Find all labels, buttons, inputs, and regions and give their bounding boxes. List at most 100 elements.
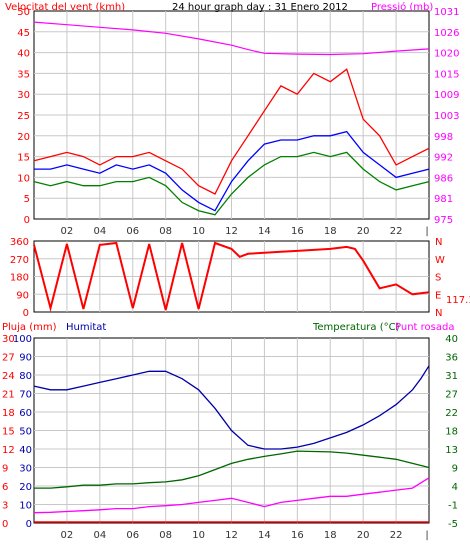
series-wind-max: [33, 68, 430, 195]
wind-tick-label: 0: [24, 215, 30, 226]
x-tick-label: 14: [258, 530, 271, 541]
compass-label: W: [435, 255, 445, 266]
pressure-tick-label: 1015: [434, 69, 459, 80]
x-tick-label: 08: [159, 530, 172, 541]
x-tick-label: 08: [159, 226, 172, 237]
wind-tick-label: 35: [17, 69, 30, 80]
rain-tick-label: 9: [2, 464, 8, 475]
rain-tick-label: 24: [2, 371, 15, 382]
humidity-tick-label: 50: [19, 427, 32, 438]
rain-tick-label: 21: [2, 390, 15, 401]
panel-wind-grid: [34, 11, 429, 219]
temperature-tick-label: 36: [445, 353, 458, 364]
temperature-tick-label: 27: [445, 390, 458, 401]
rain-tick-label: 12: [2, 445, 15, 456]
x-tick-label: 16: [291, 226, 304, 237]
series-wind-direction: [33, 241, 430, 313]
wind-tick-label: 15: [17, 153, 30, 164]
panel-direction-grid: [34, 241, 429, 312]
temperature-axis-label: Temperatura (°C): [312, 322, 400, 333]
rain-tick-label: 3: [2, 501, 8, 512]
x-tick-label: 22: [390, 226, 403, 237]
temperature-tick-label: -1: [448, 501, 458, 512]
direction-current-value: 117.1: [446, 295, 470, 306]
humidity-tick-label: 100: [13, 334, 32, 345]
panel-wind-left-ticks: 0 5 10 15 20 25 30 35 40 45 50: [17, 7, 30, 226]
pressure-tick-label: 998: [434, 132, 453, 143]
series-temperature: [34, 450, 430, 489]
humidity-tick-label: 30: [19, 464, 32, 475]
wind-tick-label: 50: [17, 7, 30, 18]
temperature-axis-ticks: -5 -1 4 9 13 18 22 27 31 36 40: [445, 334, 458, 530]
pressure-tick-label: 1020: [434, 49, 459, 60]
series-dewpoint: [33, 477, 430, 514]
compass-label: N: [435, 308, 442, 319]
x-tick-label: 16: [291, 530, 304, 541]
humidity-tick-label: 70: [19, 390, 32, 401]
rain-axis-ticks: 0 3 6 9 12 15 18 21 24 27 30: [2, 334, 15, 530]
series-wind-low: [33, 151, 430, 216]
x-tick-label: 04: [93, 530, 106, 541]
temperature-tick-label: 18: [445, 427, 458, 438]
panel-direction-series: [33, 241, 430, 313]
pressure-tick-label: 975: [434, 215, 453, 226]
direction-tick-label: 0: [23, 308, 29, 319]
x-tick-label: 18: [324, 530, 337, 541]
direction-tick-label: 180: [10, 273, 29, 284]
pressure-tick-label: 1009: [434, 90, 459, 101]
temperature-tick-label: 13: [445, 445, 458, 456]
temperature-tick-label: 4: [452, 482, 458, 493]
humidity-tick-label: 10: [19, 501, 32, 512]
x-tick-label: 04: [93, 226, 106, 237]
direction-tick-label: 90: [16, 290, 29, 301]
panel-wind-x-ticks: 02 04 06 08 10 12 14 16 18 20 22 |: [61, 226, 429, 237]
rain-tick-label: 0: [2, 519, 8, 530]
series-pressure: [33, 21, 430, 56]
humidity-tick-label: 40: [19, 445, 32, 456]
x-tick-label: 20: [357, 530, 370, 541]
panel-wind-series: [33, 21, 430, 216]
humidity-axis-label: Humitat: [66, 322, 106, 333]
temperature-tick-label: 22: [445, 408, 458, 419]
panel-wind-right-ticks: 975 981 986 992 998 1003 1009 1015 1020 1026 1031: [434, 7, 459, 226]
rain-tick-label: 6: [2, 482, 8, 493]
pressure-tick-label: 981: [434, 194, 453, 205]
x-tick-label: 06: [126, 530, 139, 541]
x-tick-label: 06: [126, 226, 139, 237]
humidity-tick-label: 0: [26, 519, 32, 530]
series-wind-avg: [34, 130, 430, 212]
rain-tick-label: 18: [2, 408, 15, 419]
compass-label: E: [435, 290, 441, 301]
x-tick-label: 18: [324, 226, 337, 237]
x-tick-label: 20: [357, 226, 370, 237]
x-tick-label: |: [425, 226, 428, 237]
humidity-tick-label: 80: [19, 371, 32, 382]
rain-tick-label: 27: [2, 353, 15, 364]
rain-tick-label: 30: [2, 334, 15, 345]
temperature-tick-label: 31: [445, 371, 458, 382]
wind-tick-label: 25: [17, 111, 30, 122]
dewpoint-axis-label: Punt rosada: [395, 322, 454, 333]
humidity-axis-ticks: 0 10 20 30 40 50 60 70 80 90 100: [13, 334, 32, 530]
x-tick-label: 10: [192, 530, 205, 541]
x-tick-label: 02: [61, 530, 74, 541]
pressure-tick-label: 1003: [434, 111, 459, 122]
wind-tick-label: 5: [24, 194, 30, 205]
humidity-tick-label: 20: [19, 482, 32, 493]
x-tick-label: 14: [258, 226, 271, 237]
compass-label: N: [435, 237, 442, 248]
pressure-tick-label: 986: [434, 173, 453, 184]
x-tick-label: |: [425, 530, 428, 541]
wind-tick-label: 45: [17, 28, 30, 39]
pressure-axis-label: Pressió (mb): [371, 1, 433, 13]
wind-tick-label: 30: [17, 90, 30, 101]
temperature-tick-label: -5: [448, 519, 458, 530]
panel-temp-series: [33, 365, 430, 523]
temperature-tick-label: 40: [445, 334, 458, 345]
panel-temp-grid: [34, 338, 429, 523]
direction-tick-label: 360: [10, 237, 29, 248]
